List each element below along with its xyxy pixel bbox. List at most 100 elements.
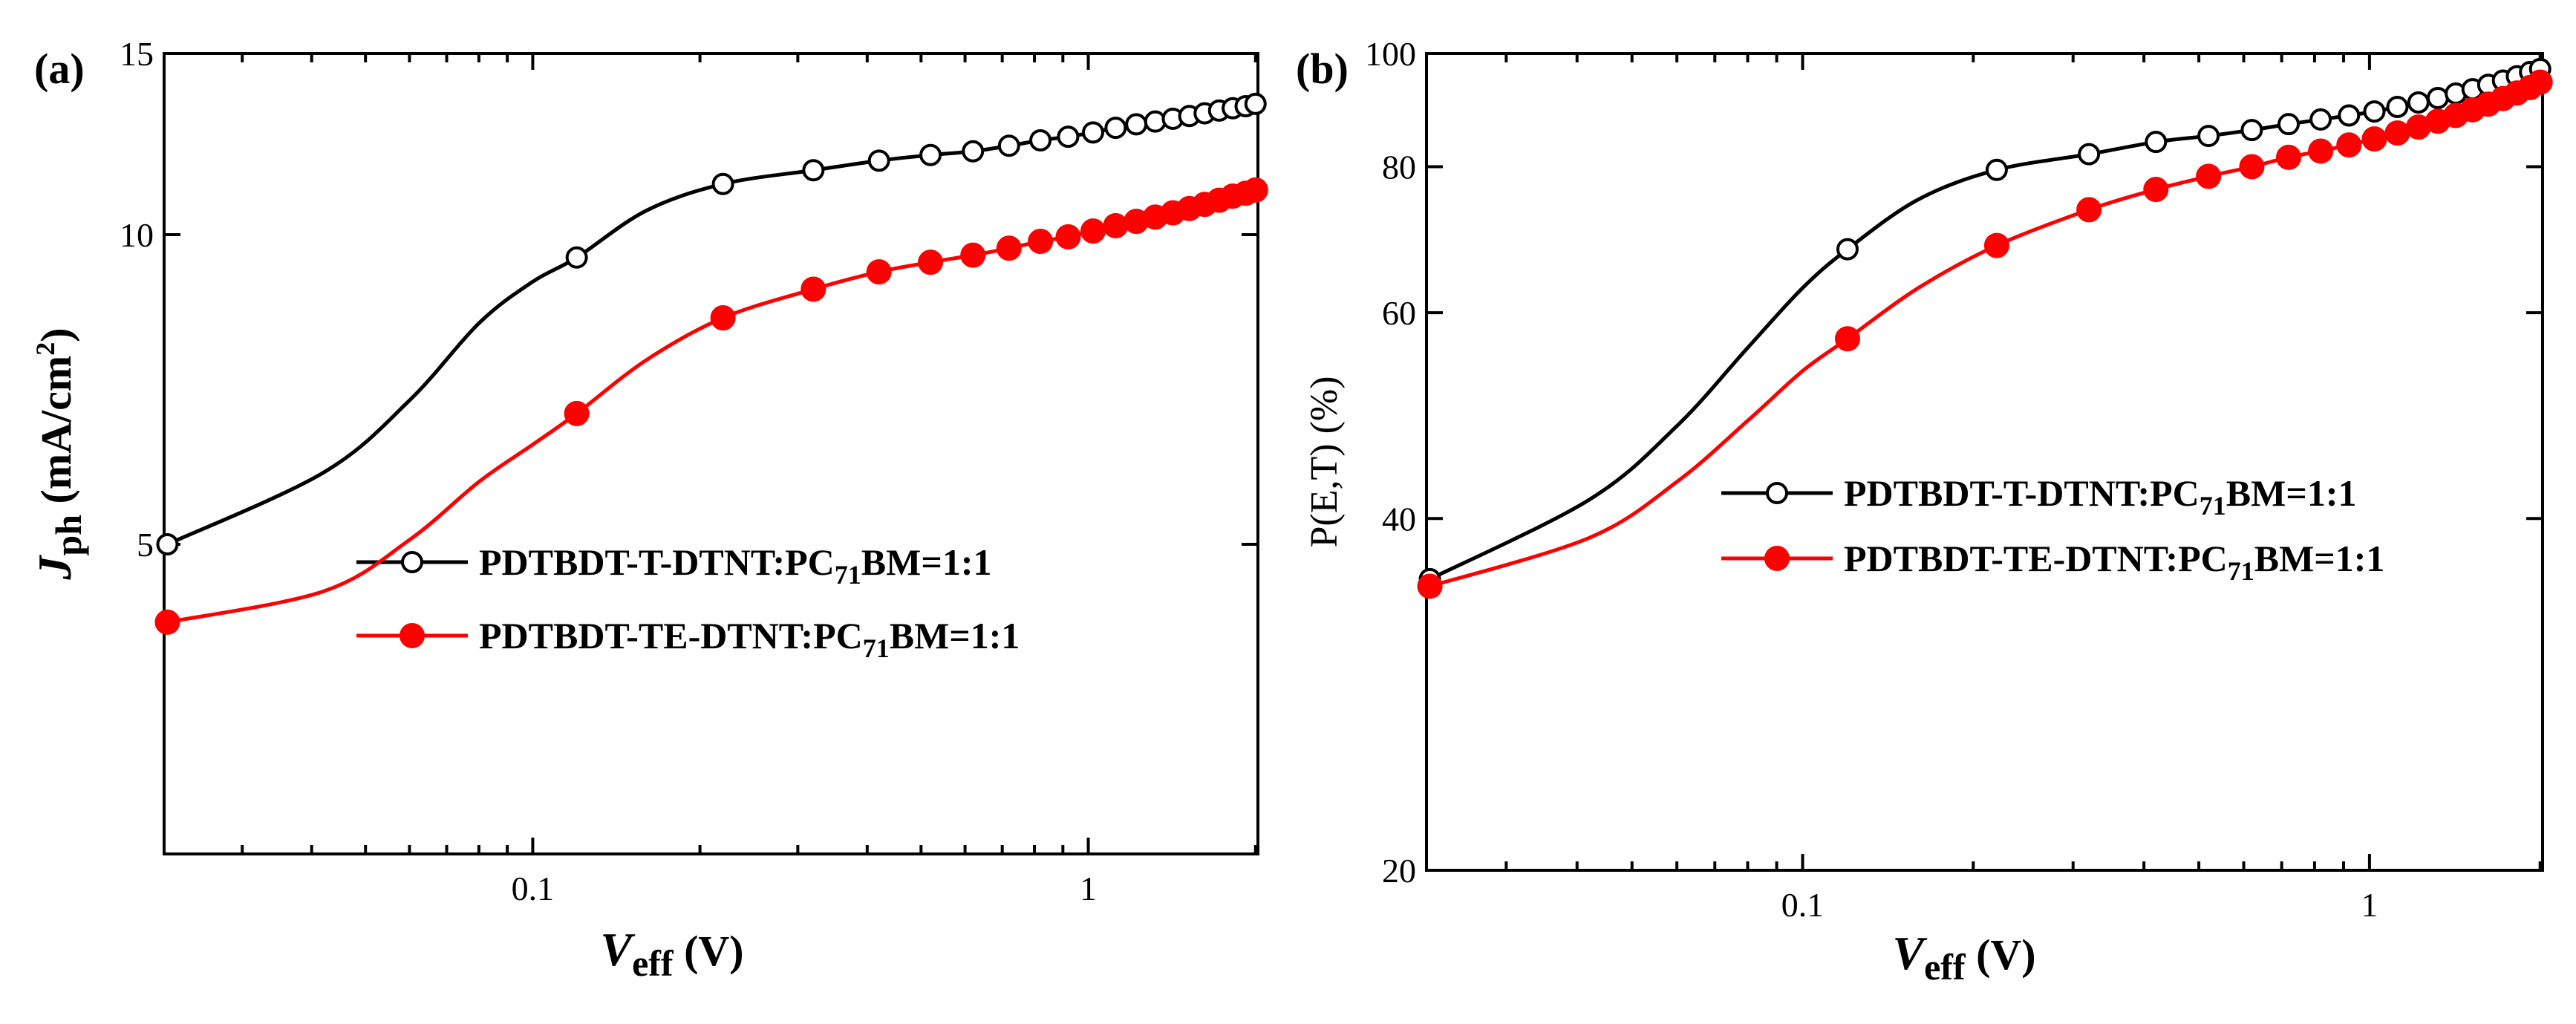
data-point	[2361, 126, 2387, 152]
data-point	[1985, 158, 2008, 181]
legend-label-main: PDTBDT-TE-DTNT:PC	[1844, 538, 2228, 579]
data-point	[867, 149, 890, 172]
y-axis-title-text: P(E,T) (%)	[1303, 376, 1346, 547]
data-point	[1144, 110, 1167, 133]
y-tick-label: 80	[1382, 149, 1416, 186]
data-point	[156, 532, 179, 555]
data-point	[711, 172, 734, 195]
data-point	[1057, 125, 1080, 149]
y-axis: 20 40 60 80 100	[1365, 35, 2543, 890]
data-point	[154, 609, 180, 635]
y-tick-label: 10	[120, 216, 154, 254]
legend-label-sub: 71	[2200, 491, 2226, 521]
y-axis-title-close: )	[32, 327, 80, 342]
data-point	[2240, 119, 2263, 142]
data-point	[800, 276, 826, 302]
legend-marker	[401, 551, 423, 573]
plot-frame	[163, 52, 1259, 855]
legend-label-main: PDTBDT-T-DTNT:PC	[1844, 472, 2200, 514]
series-2	[154, 177, 1268, 635]
data-point	[2363, 100, 2386, 123]
data-point	[1125, 113, 1148, 136]
y-axis-title: Jph (mA/cm2)	[28, 327, 89, 580]
data-point	[1028, 229, 1054, 255]
y-axis-title-unit: (mA/cm	[32, 356, 80, 515]
data-point	[1081, 121, 1104, 144]
data-point	[1055, 224, 1081, 250]
y-tick-label: 15	[120, 35, 154, 73]
series-1	[156, 92, 1267, 555]
x-axis-title-var: V	[600, 923, 636, 976]
data-point	[866, 259, 892, 285]
data-point	[1080, 218, 1106, 244]
y-tick-label: 5	[137, 526, 154, 564]
data-point	[2196, 163, 2222, 189]
legend-label: PDTBDT-TE-DTNT:PC71BM=1:1	[1844, 538, 2384, 586]
data-point	[1103, 213, 1129, 239]
data-point	[2308, 138, 2334, 164]
data-point	[2145, 131, 2168, 154]
legend-label: PDTBDT-T-DTNT:PC71BM=1:1	[479, 541, 991, 590]
x-axis-title-sub: eff	[632, 942, 674, 984]
legend-label-sub: 71	[835, 560, 861, 590]
panel-label: (a)	[34, 45, 85, 93]
legend-label-main: PDTBDT-T-DTNT:PC	[479, 541, 835, 583]
data-point	[2384, 120, 2410, 146]
legend-marker	[400, 623, 425, 648]
plot-frame	[1425, 52, 2544, 872]
data-point	[2527, 69, 2553, 95]
y-axis-title-var: J	[28, 555, 81, 581]
x-axis: 0.1 1	[1504, 53, 2542, 924]
legend-label: PDTBDT-T-DTNT:PC71BM=1:1	[1844, 472, 2356, 521]
data-point	[960, 242, 986, 268]
data-point	[2143, 177, 2169, 203]
data-point	[2338, 104, 2361, 127]
legend-label-tail: BM=1:1	[2226, 472, 2357, 514]
data-point	[2336, 132, 2362, 158]
legend-marker	[1766, 482, 1788, 504]
legend-label-sub: 71	[2228, 556, 2254, 586]
data-point	[996, 235, 1022, 261]
legend-label-sub: 71	[863, 633, 890, 663]
legend-entry-1: PDTBDT-T-DTNT:PC71BM=1:1	[356, 541, 991, 590]
y-tick-label: 40	[1382, 500, 1416, 538]
x-axis-title-sub: eff	[1924, 946, 1966, 988]
legend-marker	[1764, 546, 1790, 571]
data-point	[1244, 92, 1267, 115]
data-point	[2239, 154, 2265, 180]
data-point	[1029, 128, 1052, 151]
data-point	[2309, 108, 2332, 131]
legend-entry-2: PDTBDT-TE-DTNT:PC71BM=1:1	[356, 615, 1020, 663]
data-point	[918, 250, 944, 275]
y-axis-title-sub: ph	[48, 515, 89, 556]
data-point	[710, 305, 736, 331]
y-tick-label: 20	[1382, 852, 1416, 890]
y-axis: 5 10 15	[120, 35, 1258, 564]
data-point	[802, 159, 825, 182]
x-axis: 0.1 1	[241, 53, 1257, 907]
legend-label-tail: BM=1:1	[2254, 538, 2385, 579]
legend-label-tail: BM=1:1	[890, 615, 1020, 656]
y-tick-label: 60	[1382, 294, 1416, 332]
legend-label-main: PDTBDT-TE-DTNT:PC	[479, 615, 863, 656]
data-point	[2197, 125, 2220, 148]
data-point	[2275, 144, 2301, 170]
data-point	[2076, 197, 2102, 223]
x-tick-label: 1	[1080, 870, 1097, 907]
y-tick-label: 100	[1365, 35, 1416, 73]
x-tick-label: 1	[2361, 886, 2378, 924]
y-axis-title: P(E,T) (%)	[1303, 376, 1346, 547]
x-tick-label: 0.1	[1781, 886, 1825, 924]
data-point	[2277, 113, 2300, 136]
panel-label: (b)	[1296, 45, 1349, 93]
x-axis-title: Veff (V)	[1892, 927, 2035, 988]
legend-entry-2: PDTBDT-TE-DTNT:PC71BM=1:1	[1721, 538, 2384, 586]
series-2	[1417, 69, 2553, 599]
data-point	[2407, 91, 2430, 114]
data-point	[564, 400, 590, 426]
legend-label-tail: BM=1:1	[861, 541, 992, 583]
legend-label: PDTBDT-TE-DTNT:PC71BM=1:1	[479, 615, 1020, 663]
data-point	[1104, 117, 1127, 140]
